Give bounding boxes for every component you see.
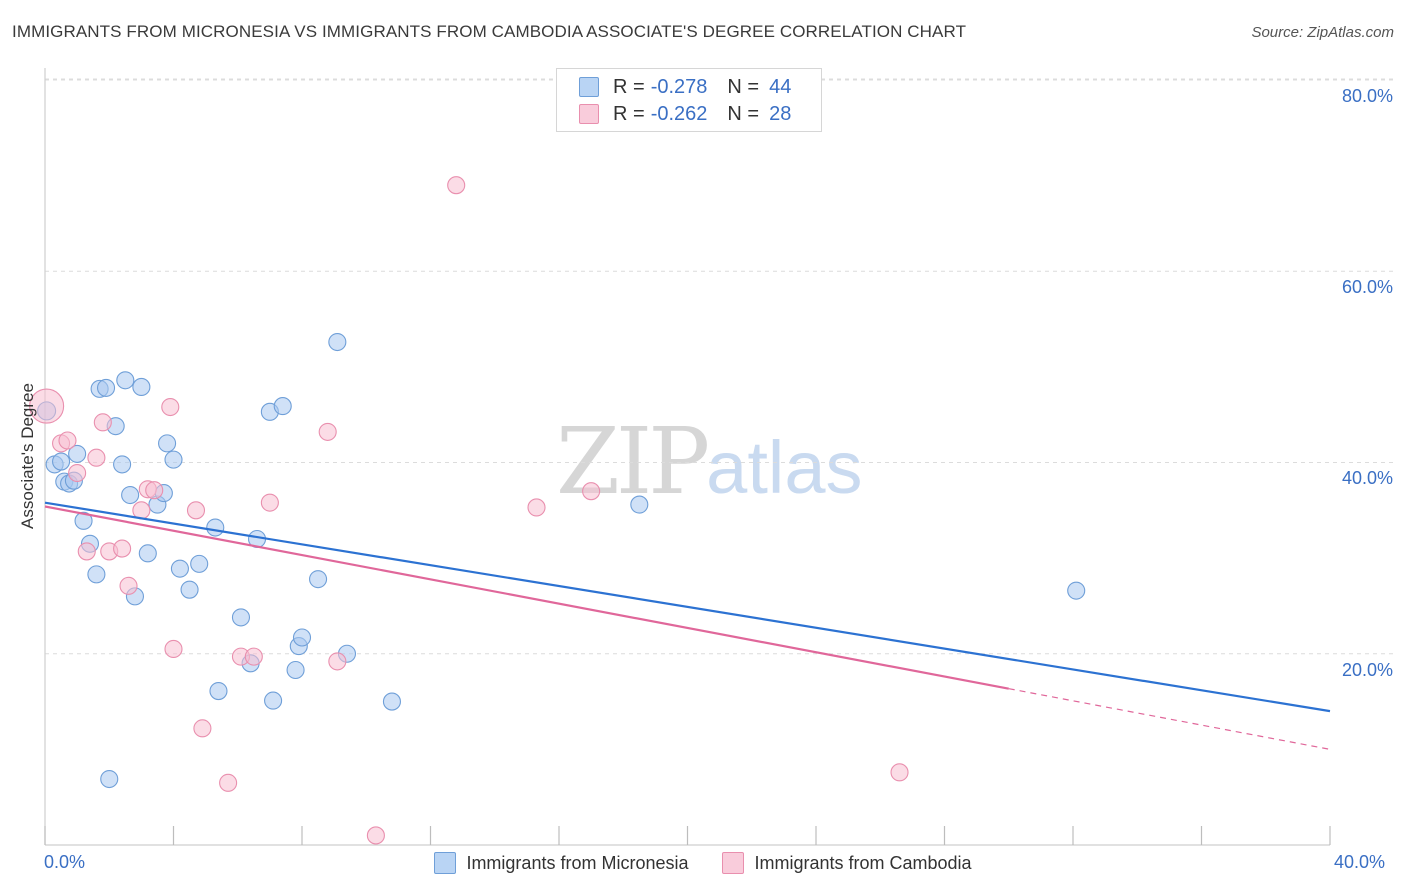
series-legend: Immigrants from Micronesia Immigrants fr…: [0, 852, 1406, 874]
legend-swatch-cambodia: [722, 852, 745, 874]
trend-line-1: [44, 505, 1009, 690]
data-point: [292, 628, 312, 647]
data-point: [87, 448, 106, 467]
data-point: [138, 544, 157, 563]
trend-lines: [44, 501, 1331, 750]
legend-n-label: N =: [727, 75, 760, 98]
legend-item-micronesia[interactable]: Immigrants from Micronesia: [434, 852, 688, 874]
legend-n-value: 44: [769, 75, 792, 98]
data-point: [206, 518, 225, 537]
legend-r-label: R =: [613, 102, 645, 125]
legend-item-cambodia[interactable]: Immigrants from Cambodia: [722, 852, 972, 874]
y-tick-label-20: 20.0%: [1341, 660, 1393, 680]
data-point: [244, 647, 263, 666]
data-point: [193, 719, 212, 738]
source-label: Source: ZipAtlas.com: [1251, 24, 1394, 41]
data-point: [447, 176, 466, 195]
watermark-atlas: atlas: [706, 426, 863, 509]
data-point: [170, 559, 189, 578]
data-point: [186, 501, 206, 520]
data-point: [116, 371, 135, 390]
legend-swatch-cambodia: [579, 104, 599, 124]
data-point: [209, 681, 228, 701]
data-point: [318, 422, 337, 441]
data-point: [58, 431, 77, 450]
legend-row-micronesia: R = -0.278 N = 44: [579, 75, 791, 99]
data-point: [113, 455, 132, 474]
data-point: [113, 539, 132, 558]
x-tick-label-max: 40.0%: [1334, 852, 1386, 872]
y-tick-label-40: 40.0%: [1341, 468, 1393, 488]
data-point: [145, 481, 164, 500]
data-point: [273, 397, 292, 416]
data-point: [93, 413, 112, 432]
data-point: [119, 576, 138, 595]
legend-row-cambodia: R = -0.262 N = 28: [579, 102, 791, 126]
data-point: [190, 554, 209, 573]
axes: [44, 68, 1331, 846]
data-point: [382, 692, 402, 711]
trend-line-extension-1: [1008, 688, 1331, 750]
data-point: [630, 495, 649, 514]
data-point: [231, 608, 251, 627]
data-point: [890, 763, 909, 782]
data-point: [74, 511, 93, 530]
data-point: [161, 397, 180, 417]
data-point: [164, 450, 183, 469]
legend-swatch-micronesia: [434, 852, 457, 874]
data-point: [180, 580, 199, 599]
data-point: [132, 377, 151, 397]
legend-r-value: -0.262: [650, 102, 708, 125]
data-point: [328, 652, 347, 671]
legend-swatch-micronesia: [579, 77, 599, 97]
data-point: [309, 570, 328, 589]
watermark-zip: ZIP: [556, 408, 710, 515]
data-point: [68, 444, 87, 463]
data-point: [52, 452, 71, 471]
chart-title: IMMIGRANTS FROM MICRONESIA VS IMMIGRANTS…: [12, 22, 967, 41]
legend-r-label: R =: [613, 75, 645, 98]
y-axis-label: Associate's Degree: [18, 383, 37, 529]
data-point: [286, 660, 305, 680]
data-point: [29, 388, 65, 424]
legend-n-value: 28: [769, 102, 792, 125]
data-point: [219, 773, 238, 792]
legend-r-value: -0.278: [650, 75, 708, 98]
data-point: [527, 498, 546, 517]
legend-label-cambodia: Immigrants from Cambodia: [754, 852, 972, 873]
y-tick-label-60: 60.0%: [1341, 277, 1393, 297]
watermark: ZIPatlas: [556, 408, 862, 515]
legend-n-label: N =: [727, 102, 760, 125]
data-point: [158, 434, 177, 453]
data-point: [582, 482, 601, 501]
data-point: [77, 542, 96, 561]
data-point: [1067, 581, 1086, 600]
y-tick-label-80: 80.0%: [1341, 86, 1393, 106]
data-point: [260, 493, 279, 512]
data-point: [328, 332, 347, 352]
data-point: [121, 485, 140, 505]
legend-label-micronesia: Immigrants from Micronesia: [466, 852, 689, 873]
data-point: [100, 769, 119, 789]
data-point: [164, 639, 183, 659]
data-point: [68, 463, 87, 483]
grid: [45, 78, 1393, 655]
series-cambodia: [29, 176, 909, 845]
data-point: [87, 565, 106, 584]
x-tick-label-min: 0.0%: [44, 852, 86, 872]
data-point: [96, 378, 116, 397]
series-micronesia: [37, 332, 1086, 789]
trend-line-0: [44, 501, 1331, 713]
data-point: [264, 691, 283, 710]
correlation-legend: R = -0.278 N = 44 R = -0.262 N = 28: [556, 68, 822, 132]
data-point: [366, 826, 385, 845]
